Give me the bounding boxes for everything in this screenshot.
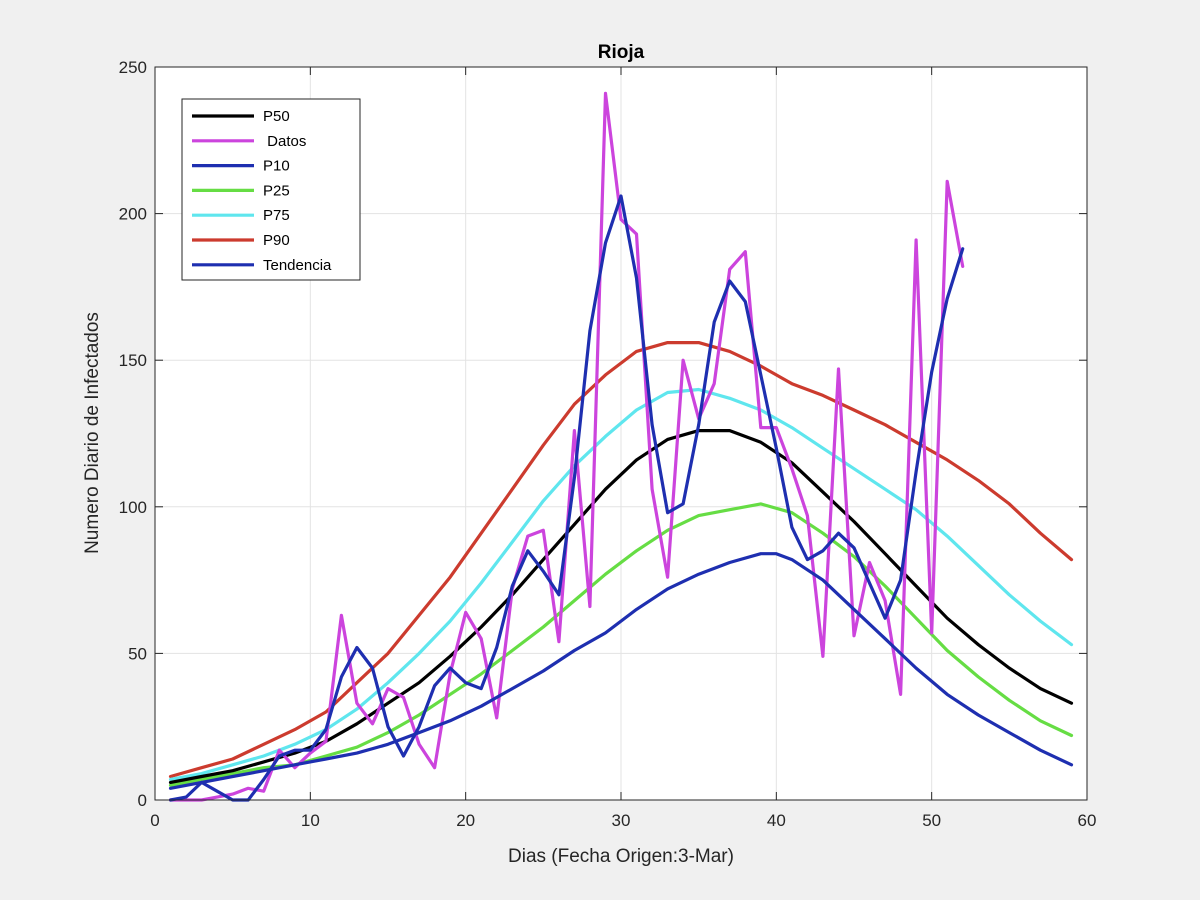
series-line-p75 — [168, 387, 1074, 782]
x-tick-label: 50 — [922, 811, 941, 830]
x-tick-label: 20 — [456, 811, 475, 830]
legend-entries: P50 Datos P10 P25 P75 P90 Tendencia — [192, 108, 332, 274]
legend-label-datos: Datos — [263, 133, 306, 150]
x-tick-label: 30 — [612, 811, 631, 830]
tick-labels: 0 10 20 30 40 50 60 0 50 100 150 200 250 — [119, 58, 1097, 830]
x-tick-label: 60 — [1078, 811, 1097, 830]
x-tick-label: 0 — [150, 811, 159, 830]
legend-label-p25: P25 — [263, 182, 290, 199]
y-tick-label: 50 — [128, 644, 147, 663]
legend-label-p90: P90 — [263, 232, 290, 249]
series-line-tendencia — [168, 552, 1074, 790]
y-tick-label: 200 — [119, 205, 147, 224]
legend-label-p75: P75 — [263, 207, 290, 224]
x-tick-label: 40 — [767, 811, 786, 830]
ticks — [154, 66, 1088, 801]
y-axis-label: Numero Diario de Infectados — [82, 312, 103, 554]
x-tick-label: 10 — [301, 811, 320, 830]
series-line-p25 — [168, 502, 1074, 787]
x-axis-label: Dias (Fecha Origen:3-Mar) — [508, 846, 734, 867]
series-line-p10 — [168, 194, 965, 802]
y-tick-label: 250 — [119, 58, 147, 77]
legend-label-p50: P50 — [263, 108, 290, 125]
y-tick-label: 100 — [119, 498, 147, 517]
legend: P50 Datos P10 P25 P75 P90 Tendencia — [181, 98, 361, 281]
y-tick-label: 0 — [138, 791, 147, 810]
chart-title: Rioja — [598, 42, 645, 63]
series-layer — [168, 91, 1074, 802]
y-tick-label: 150 — [119, 351, 147, 370]
legend-label-p10: P10 — [263, 158, 290, 175]
legend-label-tendencia: Tendencia — [263, 257, 332, 274]
